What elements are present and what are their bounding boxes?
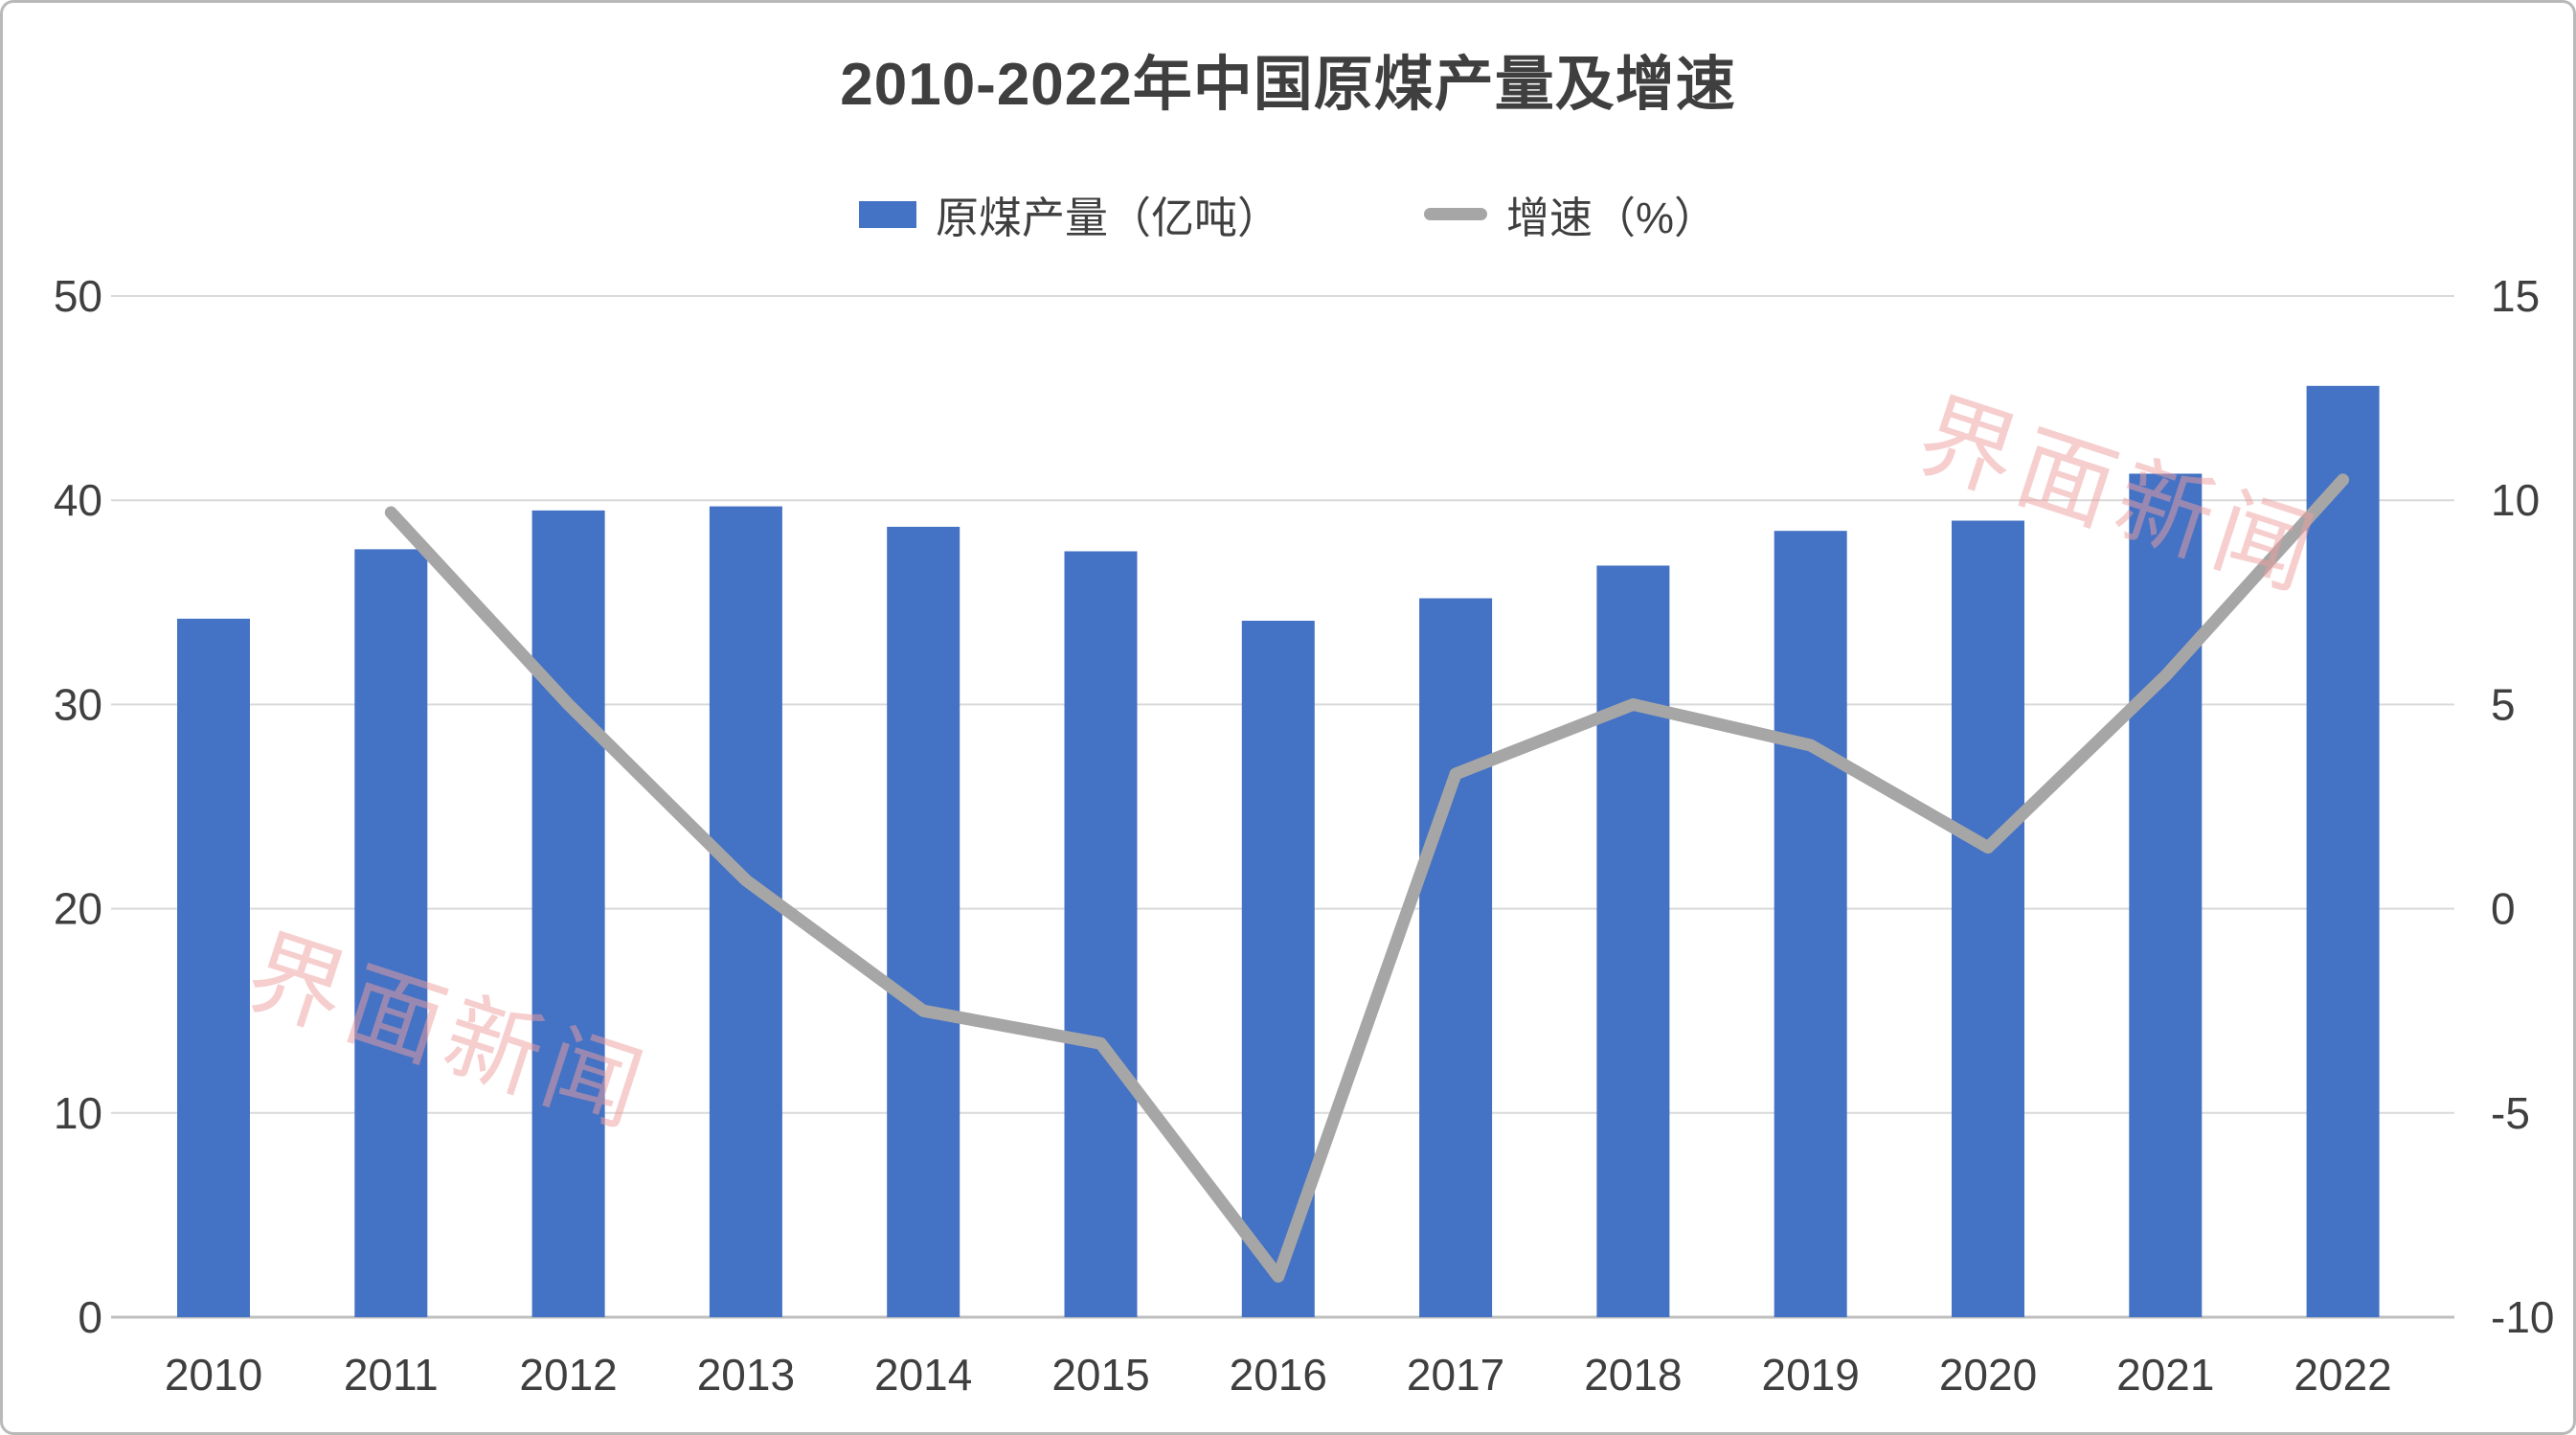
bar-2021: [2129, 473, 2203, 1317]
y-axis-left-label: 10: [54, 1088, 102, 1138]
bar-2019: [1774, 531, 1847, 1317]
y-axis-left-label: 50: [54, 271, 102, 321]
bar-2020: [1952, 520, 2024, 1317]
y-axis-left-label: 30: [54, 679, 102, 729]
y-axis-right-label: -5: [2491, 1088, 2530, 1138]
x-axis-label-2019: 2019: [1762, 1350, 1860, 1400]
x-axis-label-2015: 2015: [1051, 1350, 1149, 1400]
x-axis-label-2011: 2011: [344, 1350, 439, 1400]
growth-line: [384, 473, 2350, 1283]
bar-2015: [1064, 551, 1138, 1317]
x-axis-label-2014: 2014: [874, 1350, 972, 1400]
bar-2010: [177, 618, 250, 1317]
line-series-swatch-icon: [1424, 208, 1487, 220]
legend-bar-label: 原煤产量（亿吨）: [935, 194, 1280, 242]
x-axis-label-2018: 2018: [1584, 1350, 1682, 1400]
y-axis-right-label: 5: [2491, 679, 2516, 729]
chart-canvas: 0 -10 10 -5 20 0 30 5 40 10 50 15 2010 2011 2012 2013 20…: [54, 271, 2555, 1400]
y-axis-right-label: 0: [2491, 884, 2516, 934]
x-axis-label-2013: 2013: [697, 1350, 795, 1400]
x-axis-label-2012: 2012: [519, 1350, 617, 1400]
bar-2012: [531, 510, 605, 1317]
legend-item-growth: 增速（%）: [1424, 183, 1717, 245]
y-axis-right-label: 15: [2491, 271, 2540, 321]
bar-2018: [1596, 565, 1670, 1317]
legend: 原煤产量（亿吨） 增速（%）: [3, 183, 2573, 245]
y-axis-right-label: -10: [2491, 1292, 2554, 1342]
x-axis-label-2021: 2021: [2116, 1350, 2214, 1400]
y-axis-left-label: 20: [54, 884, 102, 934]
x-axis-label-2016: 2016: [1230, 1350, 1327, 1400]
legend-line-label: 增速（%）: [1506, 194, 1718, 242]
y-axis-left-label: 40: [54, 475, 102, 525]
bar-series-swatch-icon: [858, 200, 916, 228]
bar-2014: [887, 526, 960, 1317]
y-axis-left-label: 0: [78, 1292, 102, 1342]
x-axis-label-2022: 2022: [2294, 1350, 2391, 1400]
bar-2013: [709, 506, 782, 1317]
y-axis-right-label: 10: [2491, 475, 2540, 525]
x-axis-label-2020: 2020: [1939, 1350, 2037, 1400]
x-axis-label-2010: 2010: [165, 1350, 262, 1400]
chart-title: 2010-2022年中国原煤产量及增速: [840, 52, 1736, 118]
bar-2017: [1419, 598, 1493, 1317]
bar-2011: [354, 549, 428, 1317]
x-axis-label-2017: 2017: [1407, 1350, 1504, 1400]
legend-item-production: 原煤产量（亿吨）: [858, 183, 1280, 245]
bar-2022: [2306, 385, 2380, 1318]
